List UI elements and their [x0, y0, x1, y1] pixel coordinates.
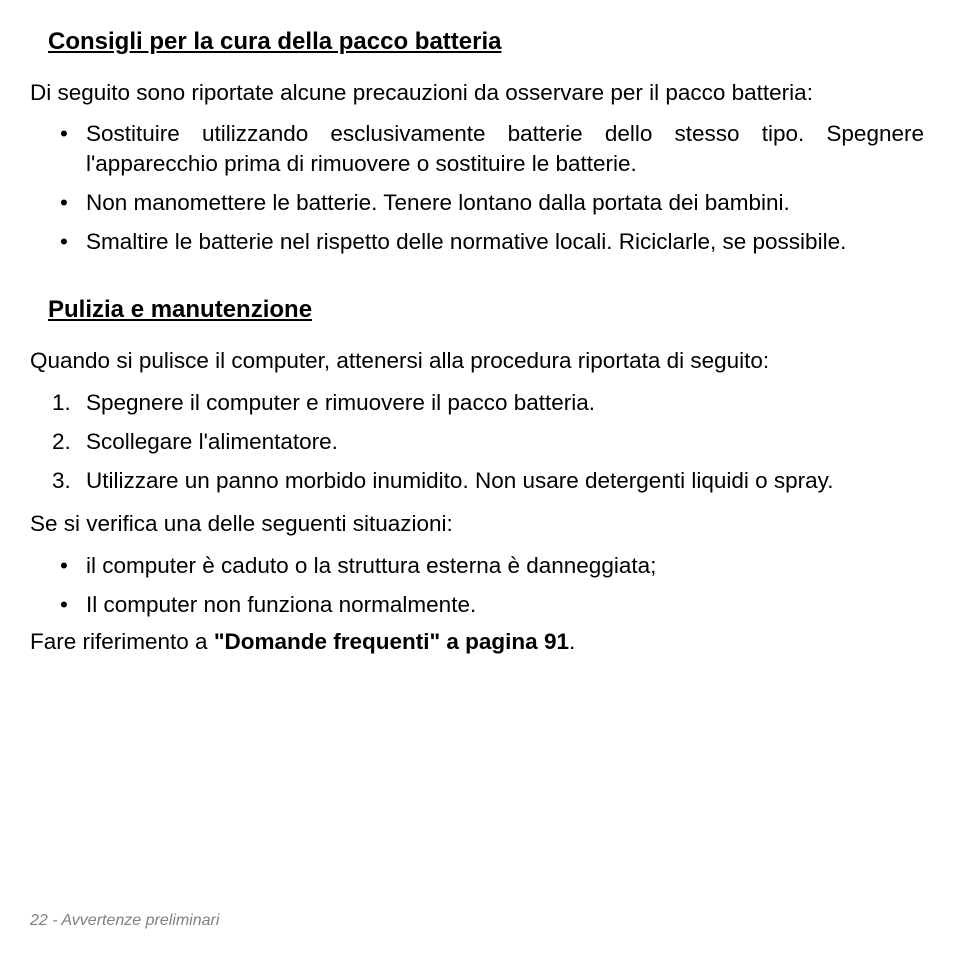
footer-separator: - [48, 912, 62, 929]
reference-line: Fare riferimento a "Domande frequenti" a… [30, 629, 924, 655]
step-item: 3. Utilizzare un panno morbido inumidito.… [30, 466, 924, 495]
document-page: Consigli per la cura della pacco batteri… [0, 0, 954, 954]
footer-section-name: Avvertenze preliminari [61, 912, 219, 929]
reference-suffix: . [569, 629, 575, 654]
section1-bullets: Sostituire utilizzando esclusivamente ba… [30, 119, 924, 256]
reference-prefix: Fare riferimento a [30, 629, 214, 654]
section1-intro: Di seguito sono riportate alcune precauz… [30, 78, 924, 107]
step-text: Utilizzare un panno morbido inumidito. N… [86, 468, 834, 493]
page-footer: 22 - Avvertenze preliminari [30, 912, 219, 930]
situations-bullets: il computer è caduto o la struttura este… [30, 551, 924, 620]
bullet-item: Sostituire utilizzando esclusivamente ba… [30, 119, 924, 178]
step-number: 3. [52, 466, 71, 495]
footer-page-number: 22 [30, 912, 48, 929]
step-text: Scollegare l'alimentatore. [86, 429, 338, 454]
reference-link[interactable]: "Domande frequenti" a pagina 91 [214, 629, 569, 654]
section2-intro: Quando si pulisce il computer, attenersi… [30, 346, 924, 375]
step-item: 2. Scollegare l'alimentatore. [30, 427, 924, 456]
step-number: 2. [52, 427, 71, 456]
bullet-item: Smaltire le batterie nel rispetto delle … [30, 227, 924, 256]
bullet-item: Il computer non funziona normalmente. [30, 590, 924, 619]
step-number: 1. [52, 388, 71, 417]
bullet-item: il computer è caduto o la struttura este… [30, 551, 924, 580]
step-text: Spegnere il computer e rimuovere il pacc… [86, 390, 595, 415]
bullet-item: Non manomettere le batterie. Tenere lont… [30, 188, 924, 217]
situations-intro: Se si verifica una delle seguenti situaz… [30, 509, 924, 538]
section2-steps: 1. Spegnere il computer e rimuovere il pa… [30, 388, 924, 496]
section2-heading: Pulizia e manutenzione [48, 296, 924, 324]
step-item: 1. Spegnere il computer e rimuovere il pa… [30, 388, 924, 417]
section1-heading: Consigli per la cura della pacco batteri… [48, 28, 924, 56]
